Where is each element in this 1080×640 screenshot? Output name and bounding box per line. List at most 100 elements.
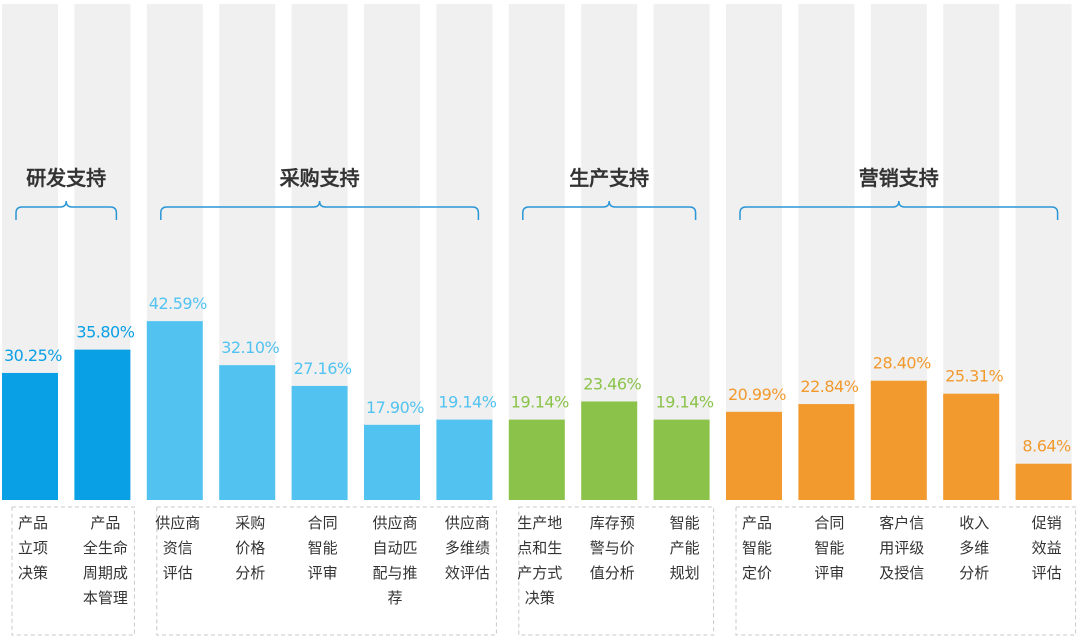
category-label-line: 智能 <box>814 539 844 557</box>
category-label: 供应商资信评估 <box>155 514 200 582</box>
category-label: 客户信用评级及授信 <box>879 514 924 582</box>
category-label-line: 立项 <box>18 539 48 557</box>
column-background <box>364 4 420 500</box>
category-label-line: 用评级 <box>879 539 924 557</box>
group-brace <box>160 200 480 220</box>
group-brace <box>739 200 1059 220</box>
bar <box>943 393 1000 500</box>
column-background <box>1015 4 1072 500</box>
category-label-line: 配与推 <box>372 564 417 582</box>
category-label: 采购价格分析 <box>235 514 265 582</box>
column-background <box>653 4 710 500</box>
category-label: 供应商自动匹配与推荐 <box>372 514 417 607</box>
category-label-line: 规划 <box>670 564 700 582</box>
category-label: 合同智能评审 <box>814 514 844 582</box>
category-label-line: 智能 <box>742 539 772 557</box>
bar-value-label: 20.99% <box>728 385 786 404</box>
category-label-line: 周期成 <box>83 564 128 582</box>
category-label-line: 定价 <box>742 564 772 582</box>
bar-value-label: 42.59% <box>149 294 207 313</box>
bar <box>146 321 203 500</box>
group-title: 生产支持 <box>569 166 649 190</box>
bar-value-label: 19.14% <box>438 393 496 412</box>
bar <box>2 372 58 500</box>
category-label-line: 点和生 <box>517 539 562 557</box>
category-label-line: 产方式 <box>517 564 562 582</box>
group-title: 研发支持 <box>26 166 106 190</box>
bar-value-label: 35.80% <box>76 323 134 342</box>
bar-value-label: 25.31% <box>945 367 1003 386</box>
category-label-line: 智能 <box>308 539 338 557</box>
category-label-line: 多维 <box>959 539 989 557</box>
bar <box>653 419 710 500</box>
category-label-line: 多维绩 <box>445 539 490 557</box>
category-label: 促销效益评估 <box>1032 514 1062 582</box>
category-label: 合同智能评审 <box>308 514 338 582</box>
group-title: 营销支持 <box>859 166 939 190</box>
bar-value-label: 23.46% <box>583 374 641 393</box>
category-label-frame <box>518 506 715 636</box>
category-label: 供应商多维绩效评估 <box>445 514 490 582</box>
category-label-line: 本管理 <box>83 589 128 607</box>
bar <box>1015 463 1072 500</box>
bar-value-label: 28.40% <box>873 354 931 373</box>
category-label-line: 评审 <box>814 564 844 582</box>
category-label-line: 效益 <box>1032 539 1062 557</box>
category-label: 库存预警与价值分析 <box>590 514 635 582</box>
category-label-line: 采购 <box>235 514 265 532</box>
bar <box>74 349 131 500</box>
bar <box>508 419 565 500</box>
category-label-line: 供应商 <box>155 514 200 532</box>
category-label-line: 值分析 <box>590 564 635 582</box>
bar <box>870 380 927 500</box>
category-label: 智能产能规划 <box>670 514 700 582</box>
category-label-line: 库存预 <box>590 514 635 532</box>
category-label: 产品智能定价 <box>742 514 772 582</box>
category-label-line: 产品 <box>18 514 48 532</box>
category-label-line: 决策 <box>525 589 555 607</box>
category-label-line: 产品 <box>90 514 120 532</box>
category-label-line: 智能 <box>670 514 700 532</box>
bar <box>291 385 348 500</box>
category-label-line: 及授信 <box>879 564 924 582</box>
bar <box>726 411 782 500</box>
category-label-line: 供应商 <box>445 514 490 532</box>
category-label-line: 决策 <box>18 564 48 582</box>
column-background <box>508 4 565 500</box>
column-background <box>436 4 493 500</box>
bar-value-label: 8.64% <box>1022 437 1071 456</box>
category-label: 生产地点和生产方式决策 <box>517 514 562 607</box>
category-label-line: 自动匹 <box>372 539 417 557</box>
bar-value-label: 22.84% <box>800 377 858 396</box>
category-label: 产品立项决策 <box>18 514 48 582</box>
category-label-line: 合同 <box>814 514 844 532</box>
category-label-line: 产品 <box>742 514 772 532</box>
category-label-line: 分析 <box>235 564 265 582</box>
bar-value-label: 30.25% <box>4 346 62 365</box>
category-label-line: 价格 <box>235 539 265 557</box>
bar-value-label: 17.90% <box>366 398 424 417</box>
bar-value-label: 32.10% <box>221 338 279 357</box>
bar-value-label: 27.16% <box>294 359 352 378</box>
group-brace <box>522 200 697 220</box>
category-label-line: 效评估 <box>445 564 490 582</box>
bar <box>798 404 855 500</box>
category-label-line: 评审 <box>308 564 338 582</box>
bar <box>219 365 276 500</box>
category-label-line: 生产地 <box>517 514 562 532</box>
category-label-line: 资信 <box>163 539 193 557</box>
bar-value-label: 19.14% <box>511 393 569 412</box>
category-label-frame <box>156 506 497 636</box>
group-brace <box>15 200 118 220</box>
category-label-line: 分析 <box>959 564 989 582</box>
group-title: 采购支持 <box>280 166 360 190</box>
category-label-line: 全生命 <box>83 539 128 557</box>
category-label: 收入多维分析 <box>959 514 989 582</box>
category-label-line: 警与价 <box>590 539 635 557</box>
bar-value-label: 19.14% <box>656 393 714 412</box>
category-label-line: 客户信 <box>879 514 924 532</box>
category-label-line: 评估 <box>1032 564 1062 582</box>
category-label-line: 收入 <box>959 514 989 532</box>
category-label-line: 供应商 <box>372 514 417 532</box>
